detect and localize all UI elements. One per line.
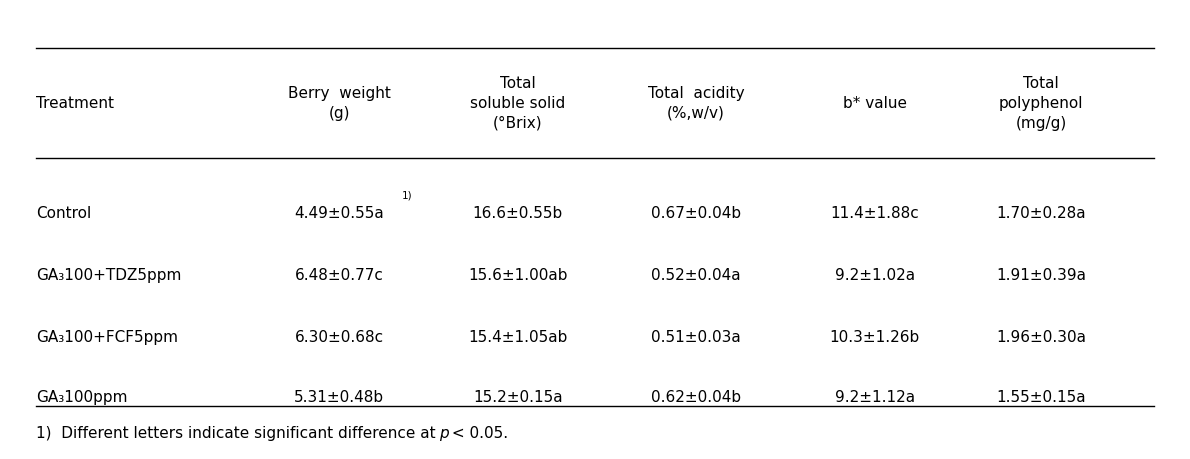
Text: Berry  weight
(g): Berry weight (g) <box>288 86 390 121</box>
Text: 15.6±1.00ab: 15.6±1.00ab <box>468 268 568 283</box>
Text: Control: Control <box>36 206 90 221</box>
Text: 0.51±0.03a: 0.51±0.03a <box>651 330 741 345</box>
Text: GA₃100+FCF5ppm: GA₃100+FCF5ppm <box>36 330 177 345</box>
Text: 0.67±0.04b: 0.67±0.04b <box>651 206 741 221</box>
Text: GA₃100+TDZ5ppm: GA₃100+TDZ5ppm <box>36 268 181 283</box>
Text: 11.4±1.88c: 11.4±1.88c <box>831 206 919 221</box>
Text: 15.4±1.05ab: 15.4±1.05ab <box>468 330 568 345</box>
Text: 0.62±0.04b: 0.62±0.04b <box>651 390 741 404</box>
Text: 6.48±0.77c: 6.48±0.77c <box>295 268 383 283</box>
Text: 1.70±0.28a: 1.70±0.28a <box>996 206 1086 221</box>
Text: b* value: b* value <box>843 96 907 111</box>
Text: p: p <box>439 426 449 441</box>
Text: 15.2±0.15a: 15.2±0.15a <box>472 390 563 404</box>
Text: < 0.05.: < 0.05. <box>446 426 508 441</box>
Text: 6.30±0.68c: 6.30±0.68c <box>295 330 383 345</box>
Text: Total  acidity
(%,w/v): Total acidity (%,w/v) <box>647 86 745 121</box>
Text: 1.91±0.39a: 1.91±0.39a <box>996 268 1086 283</box>
Text: 0.52±0.04a: 0.52±0.04a <box>651 268 741 283</box>
Text: 5.31±0.48b: 5.31±0.48b <box>294 390 384 404</box>
Text: 1.55±0.15a: 1.55±0.15a <box>996 390 1086 404</box>
Text: 9.2±1.02a: 9.2±1.02a <box>834 268 915 283</box>
Text: Total
polyphenol
(mg/g): Total polyphenol (mg/g) <box>998 76 1084 130</box>
Text: 1.96±0.30a: 1.96±0.30a <box>996 330 1086 345</box>
Text: 10.3±1.26b: 10.3±1.26b <box>829 330 920 345</box>
Text: GA₃100ppm: GA₃100ppm <box>36 390 127 404</box>
Text: Total
soluble solid
(°Brix): Total soluble solid (°Brix) <box>470 76 565 130</box>
Text: 1): 1) <box>402 190 413 200</box>
Text: 9.2±1.12a: 9.2±1.12a <box>834 390 915 404</box>
Text: 1)  Different letters indicate significant difference at: 1) Different letters indicate significan… <box>36 426 445 441</box>
Text: 4.49±0.55a: 4.49±0.55a <box>294 206 384 221</box>
Text: 16.6±0.55b: 16.6±0.55b <box>472 206 563 221</box>
Text: Treatment: Treatment <box>36 96 114 111</box>
